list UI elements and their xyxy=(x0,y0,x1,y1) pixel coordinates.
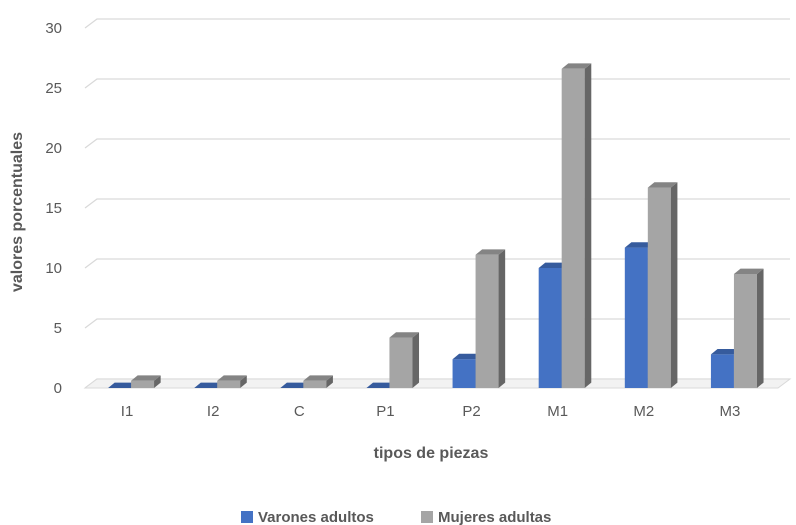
bar-side xyxy=(670,182,678,388)
y-tick-label: 25 xyxy=(45,80,62,97)
y-tick-label: 5 xyxy=(54,320,62,337)
bar-top xyxy=(538,262,569,268)
bar-top xyxy=(389,332,420,338)
bar xyxy=(389,332,420,388)
bar xyxy=(194,382,224,388)
bar-top xyxy=(194,382,224,388)
bar-front xyxy=(624,247,648,388)
gridline xyxy=(84,198,790,209)
bar xyxy=(561,63,592,389)
bar-front xyxy=(733,274,757,388)
bar-side xyxy=(240,375,247,388)
y-axis-title: valores porcentuales xyxy=(9,132,26,292)
bars xyxy=(108,63,764,389)
bar-front xyxy=(131,380,155,388)
bar-front xyxy=(452,359,476,388)
x-tick-label: M1 xyxy=(547,403,568,420)
x-axis-ticks: I1 I2 C P1 P2 M1 M2 M3 xyxy=(121,403,741,420)
bar-front xyxy=(475,254,499,388)
bar xyxy=(733,268,764,388)
bar xyxy=(303,375,333,388)
bar-side xyxy=(756,268,764,388)
bar-front xyxy=(303,380,327,388)
floor-plane xyxy=(83,378,792,389)
bar-top xyxy=(217,375,247,381)
x-tick-label: I1 xyxy=(121,403,134,420)
bar-front xyxy=(561,68,585,389)
legend: Varones adultos Mujeres adultas xyxy=(241,509,551,525)
bar-top xyxy=(280,382,310,388)
bar xyxy=(366,382,397,388)
bar xyxy=(108,382,138,388)
gridline xyxy=(84,138,790,149)
y-tick-label: 20 xyxy=(45,140,62,157)
x-tick-label: P1 xyxy=(376,403,394,420)
x-axis-title: tipos de piezas xyxy=(374,445,489,462)
y-tick-label: 0 xyxy=(54,380,62,397)
bar xyxy=(280,382,310,388)
legend-label-mujeres: Mujeres adultas xyxy=(438,509,551,525)
gridline xyxy=(84,318,790,329)
bar-top xyxy=(624,242,655,248)
bar-top xyxy=(131,375,161,381)
bar-top xyxy=(647,182,678,188)
x-tick-label: M3 xyxy=(720,403,741,420)
chart-floor xyxy=(83,378,792,389)
x-tick-label: I2 xyxy=(207,403,220,420)
bar-top xyxy=(366,382,397,388)
bar-side xyxy=(498,249,506,388)
legend-swatch-mujeres xyxy=(421,511,433,523)
legend-label-varones: Varones adultos xyxy=(258,509,374,525)
x-tick-label: M2 xyxy=(633,403,654,420)
x-tick-label: P2 xyxy=(462,403,480,420)
bar-top xyxy=(710,349,741,355)
bar xyxy=(217,375,247,388)
bar-front xyxy=(538,268,562,388)
x-tick-label: C xyxy=(294,403,305,420)
bar-front xyxy=(217,380,241,388)
bar-top xyxy=(561,63,592,69)
bar-top xyxy=(733,268,764,274)
bar-top xyxy=(108,382,138,388)
bar xyxy=(475,249,506,388)
bar-front xyxy=(710,354,734,388)
gridline xyxy=(84,18,790,29)
bar-top xyxy=(303,375,333,381)
bar xyxy=(131,375,161,388)
bar-front xyxy=(389,337,413,388)
bar-side xyxy=(154,375,161,388)
y-tick-label: 15 xyxy=(45,200,62,217)
bar-side xyxy=(326,375,333,388)
bar-top xyxy=(452,353,483,360)
bar-top xyxy=(475,249,506,255)
bar xyxy=(647,182,678,388)
y-tick-label: 30 xyxy=(45,20,62,37)
gridline xyxy=(84,258,790,269)
gridline xyxy=(84,78,790,89)
y-axis-ticks: 0 5 10 15 20 25 30 xyxy=(45,20,62,397)
bar-front xyxy=(647,187,671,388)
bar-side xyxy=(412,332,420,388)
y-tick-label: 10 xyxy=(45,260,62,277)
bar-side xyxy=(584,63,592,389)
legend-swatch-varones xyxy=(241,511,253,523)
gridlines xyxy=(84,18,790,389)
